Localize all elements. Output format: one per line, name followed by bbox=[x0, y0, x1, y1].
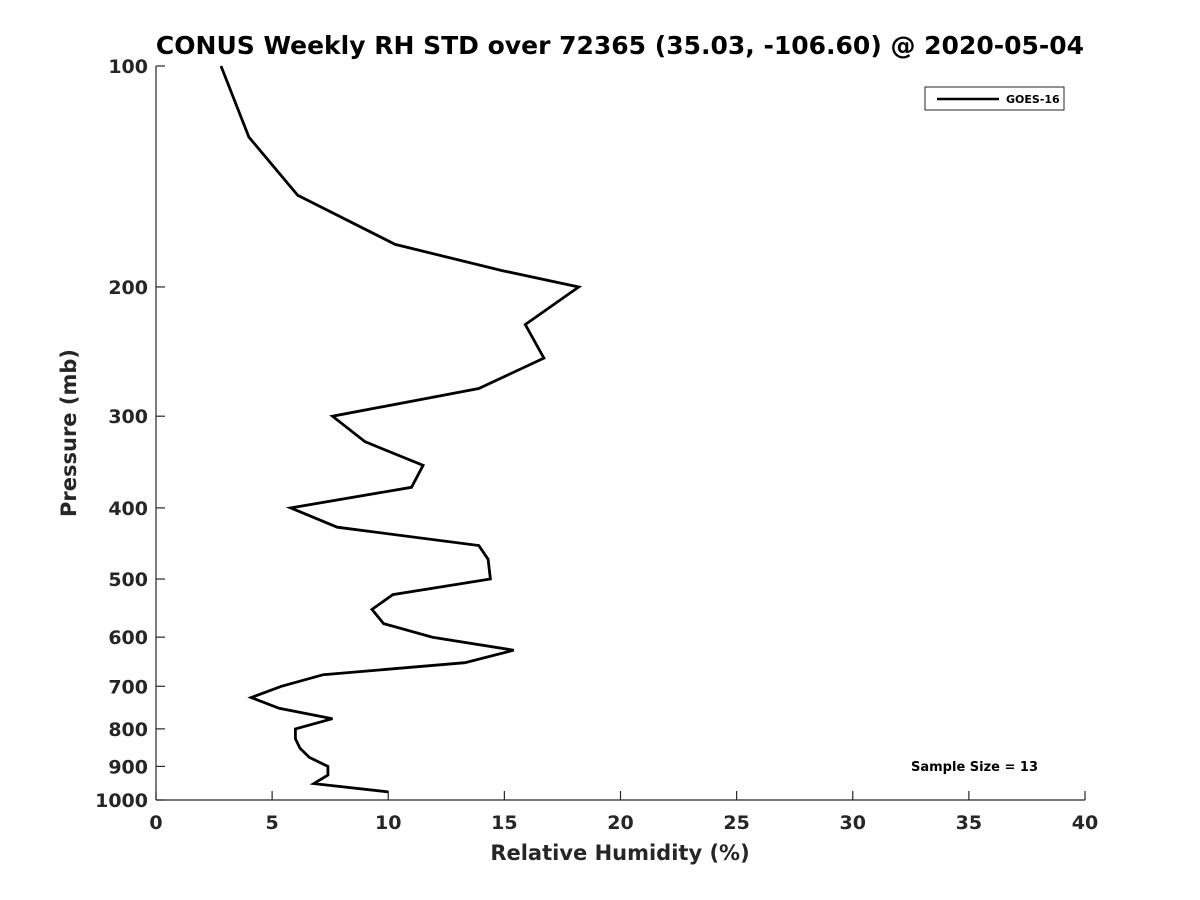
x-tick-label: 25 bbox=[723, 812, 749, 834]
x-tick-label: 40 bbox=[1072, 812, 1098, 834]
legend-label-goes-16: GOES-16 bbox=[1006, 93, 1060, 106]
x-tick-label: 30 bbox=[840, 812, 866, 834]
x-tick-label: 20 bbox=[607, 812, 633, 834]
y-tick-label: 800 bbox=[108, 719, 148, 741]
y-axis-ticks: 100 200 300 400 500 600 700 800 900 1000 bbox=[95, 56, 165, 812]
y-tick-label: 900 bbox=[108, 756, 148, 778]
x-tick-label: 35 bbox=[956, 812, 982, 834]
series-layer bbox=[219, 65, 583, 794]
y-tick-label: 1000 bbox=[95, 790, 148, 812]
x-tick-label: 10 bbox=[375, 812, 401, 834]
x-tick-label: 0 bbox=[149, 812, 162, 834]
y-tick-label: 400 bbox=[108, 498, 148, 520]
y-axis-label: Pressure (mb) bbox=[57, 349, 81, 517]
x-axis-label: Relative Humidity (%) bbox=[490, 841, 749, 865]
sample-size-annotation: Sample Size = 13 bbox=[911, 760, 1038, 775]
y-tick-label: 100 bbox=[108, 56, 148, 78]
series-line-goes-16 bbox=[219, 65, 583, 794]
legend: GOES-16 bbox=[924, 86, 1065, 111]
plot-area bbox=[156, 66, 1085, 800]
y-tick-label: 500 bbox=[108, 569, 148, 591]
x-tick-label: 5 bbox=[266, 812, 279, 834]
y-tick-label: 300 bbox=[108, 406, 148, 428]
chart-title: CONUS Weekly RH STD over 72365 (35.03, -… bbox=[156, 31, 1084, 60]
y-tick-label: 600 bbox=[108, 627, 148, 649]
x-tick-label: 15 bbox=[491, 812, 517, 834]
y-tick-label: 200 bbox=[108, 277, 148, 299]
x-axis-ticks: 0 5 10 15 20 25 30 35 40 bbox=[149, 791, 1098, 834]
y-tick-label: 700 bbox=[108, 676, 148, 698]
